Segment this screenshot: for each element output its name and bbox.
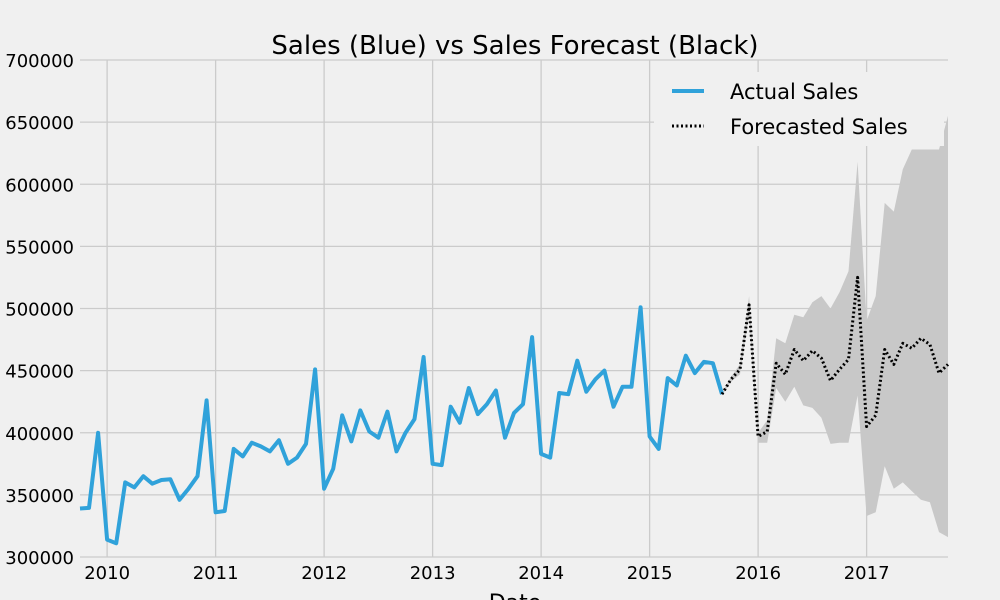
legend-label: Forecasted Sales <box>730 115 908 139</box>
y-tick-label: 600000 <box>5 175 74 196</box>
x-tick-label: 2010 <box>84 563 130 584</box>
x-tick-label: 2014 <box>518 563 564 584</box>
y-tick-label: 450000 <box>5 362 74 383</box>
legend-label: Actual Sales <box>730 80 858 104</box>
confidence-band <box>722 115 948 538</box>
y-tick-label: 500000 <box>5 300 74 321</box>
y-tick-label: 700000 <box>5 51 74 72</box>
x-tick-label: 2012 <box>301 563 347 584</box>
x-axis-label: Date <box>489 591 542 600</box>
forecasted-sales-line <box>720 275 950 438</box>
legend-box <box>654 72 944 146</box>
x-tick-label: 2015 <box>627 563 673 584</box>
actual-sales-line <box>79 305 724 546</box>
x-tick-label: 2011 <box>193 563 239 584</box>
x-tick-label: 2016 <box>735 563 781 584</box>
forecast-confidence-band <box>722 115 948 538</box>
y-tick-label: 350000 <box>5 486 74 507</box>
series-layer <box>79 275 950 546</box>
x-tick-label: 2017 <box>844 563 890 584</box>
y-tick-label: 550000 <box>5 237 74 258</box>
y-axis-ticks: 300000 350000 400000 450000 500000 550000 6000… <box>5 51 74 569</box>
x-tick-label: 2013 <box>410 563 456 584</box>
x-axis-ticks: 2010 2011 2012 2013 2014 2015 2016 2017 <box>84 563 889 584</box>
gridlines <box>80 59 948 558</box>
legend: Actual Sales Forecasted Sales <box>654 72 944 146</box>
chart-title: Sales (Blue) vs Sales Forecast (Black) <box>271 31 758 61</box>
y-tick-label: 300000 <box>5 548 74 569</box>
y-tick-label: 400000 <box>5 424 74 445</box>
y-tick-label: 650000 <box>5 113 74 134</box>
